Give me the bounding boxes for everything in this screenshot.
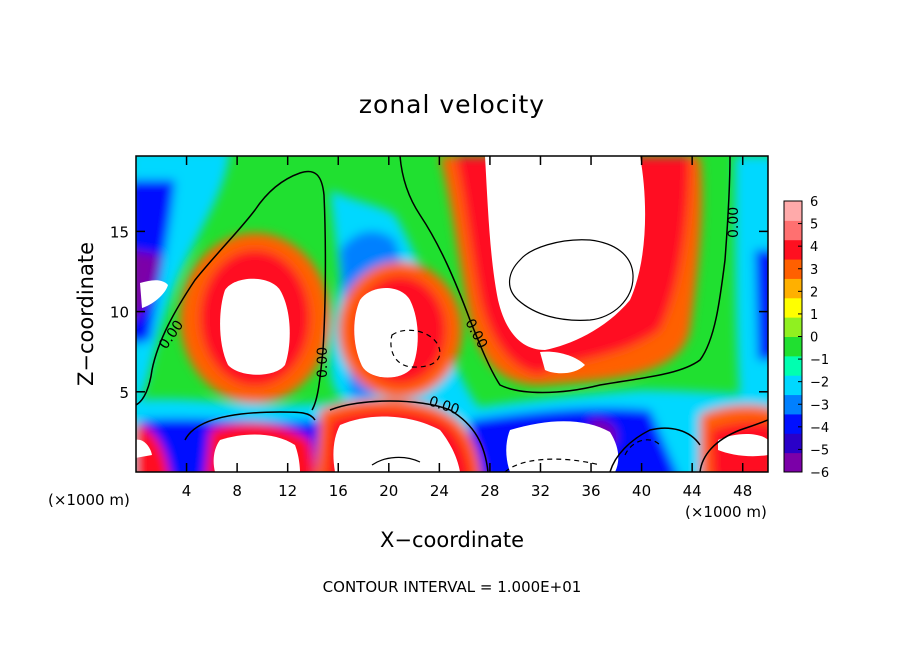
y-axis-label: Z−coordinate — [74, 242, 98, 386]
zero-contour — [609, 427, 701, 472]
colorbar-segment — [784, 220, 802, 241]
contour-label: 0.00 — [315, 347, 331, 378]
saturated-regions — [136, 156, 768, 472]
zero-contour — [399, 156, 731, 394]
x-tick-label: 24 — [430, 482, 449, 500]
colorbar-segment — [784, 259, 802, 279]
bottom-left-positive — [136, 425, 169, 472]
x-axis-label: X−coordinate — [380, 528, 524, 552]
colorbar-segment — [784, 336, 802, 357]
x-unit-left: (×1000 m) — [48, 491, 130, 509]
negative-contour — [504, 458, 601, 472]
colorbar-tick-label: 4 — [810, 240, 818, 255]
colorbar-tick-label: −3 — [810, 398, 829, 413]
colorbar-tick-label: 2 — [810, 285, 818, 300]
positive-contour — [371, 456, 421, 466]
colorbar-tick-label: −1 — [810, 353, 829, 368]
x-tick-label: 16 — [329, 482, 348, 500]
zero-contour — [699, 419, 768, 472]
x-tick-label: 36 — [581, 482, 600, 500]
colorbar-tick-label: −4 — [810, 421, 829, 436]
contour-label: 0.00 — [726, 207, 742, 238]
contour-interval-note: CONTOUR INTERVAL = 1.000E+01 — [323, 578, 582, 596]
right-negative-band — [735, 156, 768, 400]
contour-lines — [136, 156, 768, 472]
x-tick-label: 44 — [683, 482, 702, 500]
colorbar-tick-label: 3 — [810, 263, 818, 278]
colorbar-segment — [784, 278, 802, 299]
x-tick-label: 40 — [632, 482, 651, 500]
chart-title: zonal velocity — [359, 90, 545, 119]
colorbar-tick-label: −5 — [810, 443, 829, 458]
x-tick-label: 12 — [278, 482, 297, 500]
zero-contour — [184, 411, 316, 441]
x-tick-label: 48 — [733, 482, 752, 500]
colorbar-tick-label: 6 — [810, 195, 818, 210]
colorbar-tick-label: 1 — [810, 308, 818, 323]
colorbar-segment — [784, 239, 802, 260]
zero-contour — [329, 400, 489, 472]
zero-contour — [136, 170, 327, 411]
x-unit-right: (×1000 m) — [685, 503, 767, 521]
plot-frame — [135, 155, 769, 473]
y-tick-label: 15 — [110, 223, 129, 241]
x-axis: 4 8 12 16 20 24 28 32 36 40 44 48 — [182, 156, 752, 500]
colorbar-segment — [784, 355, 802, 376]
x-tick-label: 8 — [232, 482, 242, 500]
y-tick-label: 5 — [119, 384, 129, 402]
colorbar-tick-label: −2 — [810, 376, 829, 391]
colorbar-segment — [784, 413, 802, 434]
x-tick-label: 20 — [379, 482, 398, 500]
colorbar-segment — [784, 452, 802, 473]
colorbar-tick-label: 5 — [810, 218, 818, 233]
colorbar-tick-label: 0 — [810, 331, 818, 346]
velocity-field: 0.00 0.00 0.00 0.00 0.00 — [136, 156, 768, 472]
colorbar-segment — [784, 433, 802, 454]
x-tick-label: 32 — [531, 482, 550, 500]
x-tick-label: 4 — [182, 482, 192, 500]
colorbar-segment — [784, 375, 802, 396]
negative-contour — [624, 439, 661, 456]
colorbar-segment — [784, 297, 802, 318]
colorbar-segment — [784, 317, 802, 337]
colorbar-segment — [784, 394, 802, 415]
colorbar-tick-label: −6 — [810, 466, 829, 481]
colorbar-segment — [784, 201, 802, 221]
positive-contour — [509, 239, 634, 321]
y-axis: 5 10 15 — [110, 223, 768, 402]
x-tick-label: 28 — [480, 482, 499, 500]
colorbar: 6 5 4 3 2 1 0 −1 −2 −3 −4 −5 −6 — [783, 195, 829, 481]
y-tick-label: 10 — [110, 304, 129, 322]
